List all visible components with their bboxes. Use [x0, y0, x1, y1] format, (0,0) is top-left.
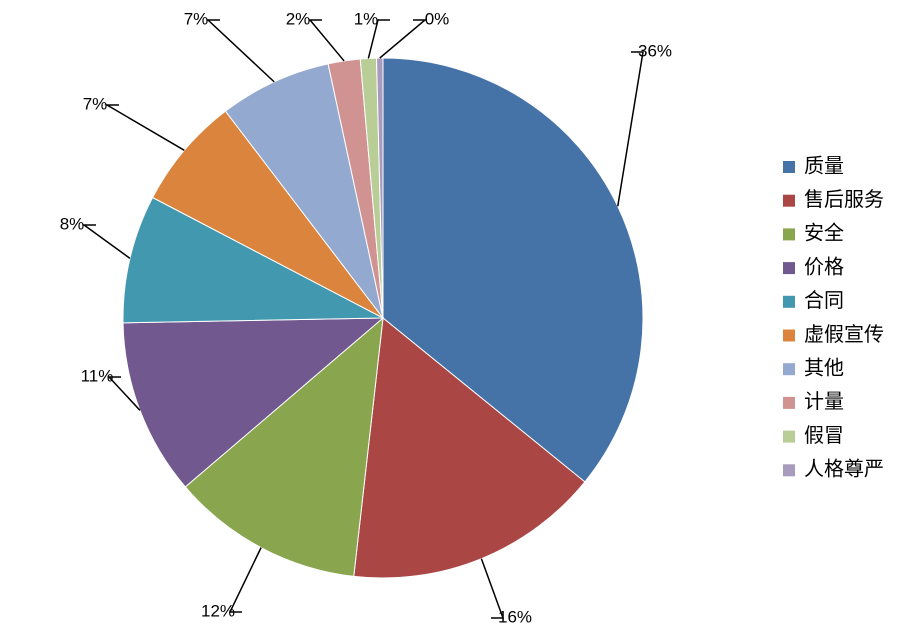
legend-swatch: [783, 262, 795, 275]
legend-swatch: [783, 161, 795, 173]
leader-line: [480, 558, 505, 619]
legend-label: 计量: [804, 390, 844, 413]
legend-swatch: [783, 194, 795, 207]
pie-slice: [184, 316, 384, 577]
legend-swatch: [783, 295, 795, 308]
legend-swatch: [783, 228, 795, 241]
pie-slice: [353, 317, 586, 579]
legend-label: 质量: [804, 154, 844, 177]
leader-line: [367, 19, 390, 59]
data-label: 1%: [354, 9, 379, 28]
data-label: 16%: [498, 607, 532, 626]
legend-label: 售后服务: [804, 188, 884, 211]
legend-label: 价格: [804, 255, 844, 278]
pie-slice: [224, 63, 384, 319]
leader-line: [379, 19, 428, 59]
data-label: 2%: [286, 9, 311, 28]
legend-swatch: [783, 329, 795, 342]
data-label: 11%: [81, 366, 114, 385]
leader-line: [104, 104, 185, 151]
legend-label: 人格尊严: [804, 458, 884, 481]
data-label: 36%: [638, 41, 672, 60]
leader-line: [81, 224, 131, 259]
legend-label: 虚假宣传: [804, 323, 884, 346]
pie-slice: [151, 110, 384, 319]
leader-line: [617, 51, 644, 207]
data-label: 0%: [425, 9, 450, 28]
legend-label: 其他: [804, 356, 844, 379]
legend-label: 合同: [804, 289, 844, 312]
leader-line: [206, 19, 275, 83]
legend-swatch: [783, 363, 795, 376]
pie-slice: [375, 57, 384, 319]
data-label: 8%: [60, 214, 85, 233]
pie-slice: [122, 196, 384, 324]
leader-line: [308, 19, 345, 62]
data-label: 7%: [184, 9, 209, 28]
legend-swatch: [783, 464, 795, 477]
data-label: 7%: [83, 94, 108, 113]
legend-swatch: [783, 396, 795, 409]
legend-swatch: [783, 430, 795, 443]
leader-line: [228, 547, 262, 613]
legend-label: 安全: [804, 222, 844, 245]
data-label: 12%: [201, 601, 235, 620]
leader-line: [107, 376, 141, 411]
legend-label: 假冒: [804, 424, 844, 447]
